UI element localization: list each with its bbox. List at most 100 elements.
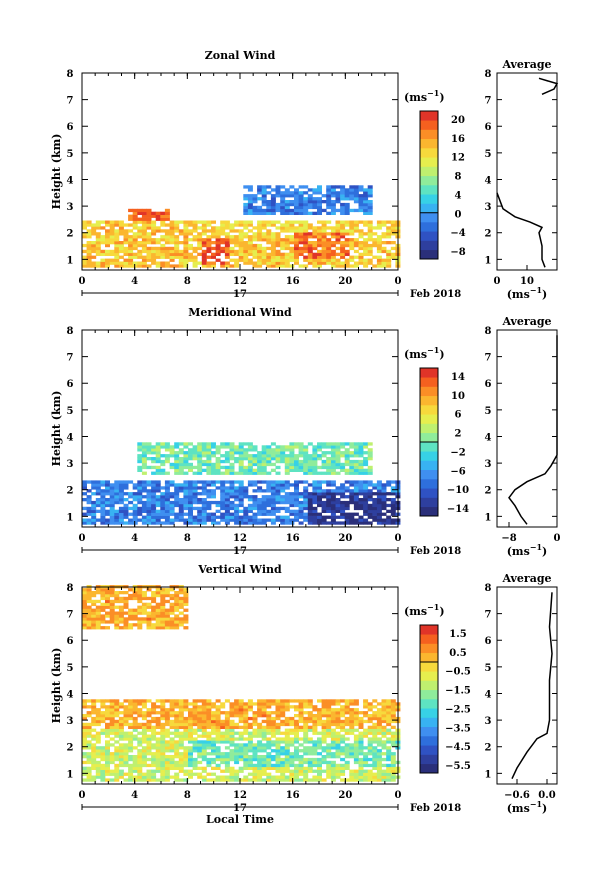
heat-cell bbox=[289, 498, 295, 502]
heat-cell bbox=[95, 591, 101, 595]
heat-cell bbox=[330, 734, 336, 738]
heat-cell bbox=[141, 483, 147, 487]
heat-cell bbox=[284, 258, 290, 262]
heat-cell bbox=[340, 194, 346, 198]
heat-cell bbox=[335, 261, 341, 265]
heat-cell bbox=[289, 509, 295, 513]
heat-cell bbox=[234, 258, 240, 262]
heat-cell bbox=[178, 599, 184, 604]
heat-cell bbox=[280, 480, 286, 484]
heat-cell bbox=[298, 205, 304, 210]
heat-cell bbox=[169, 220, 175, 224]
heat-cell bbox=[353, 506, 359, 511]
heat-cell bbox=[317, 737, 322, 741]
heat-cell bbox=[238, 769, 244, 773]
heat-cell bbox=[353, 223, 359, 227]
heat-cell bbox=[257, 459, 263, 464]
heat-cell bbox=[155, 521, 161, 525]
heat-cell bbox=[160, 255, 166, 259]
heat-cell bbox=[372, 238, 378, 242]
heat-cell bbox=[215, 749, 221, 753]
heat-cell bbox=[266, 518, 272, 522]
heat-cell bbox=[367, 188, 373, 192]
heat-cell bbox=[261, 503, 267, 508]
heat-cell bbox=[303, 468, 309, 472]
heat-cell bbox=[307, 752, 313, 756]
heat-cell bbox=[390, 246, 396, 251]
heat-cell bbox=[252, 480, 258, 484]
heat-cell bbox=[243, 448, 249, 452]
heat-cell bbox=[266, 454, 272, 458]
heat-cell bbox=[261, 246, 267, 251]
heat-cell bbox=[211, 489, 216, 493]
heat-cell bbox=[257, 238, 263, 242]
avg-y-tick-label: 5 bbox=[485, 663, 492, 674]
heat-cell bbox=[280, 699, 286, 703]
heat-cell bbox=[229, 264, 235, 268]
heat-cell bbox=[247, 229, 253, 233]
heat-cell bbox=[215, 734, 221, 738]
heat-cell bbox=[312, 445, 318, 449]
heat-cell bbox=[229, 734, 235, 738]
heat-cell bbox=[197, 728, 203, 732]
heat-cell bbox=[188, 243, 193, 248]
heat-cell bbox=[280, 241, 286, 245]
heat-cell bbox=[321, 769, 327, 773]
heat-cell bbox=[174, 486, 180, 490]
avg-x-tick-label: 0 bbox=[494, 276, 501, 287]
heat-cell bbox=[211, 492, 216, 496]
heat-cell bbox=[224, 471, 230, 475]
heat-cell bbox=[275, 451, 281, 455]
heat-cell bbox=[183, 722, 189, 727]
heat-cell bbox=[151, 261, 157, 265]
heat-cell bbox=[307, 737, 313, 741]
heat-cell bbox=[353, 740, 359, 744]
heat-cell bbox=[123, 617, 129, 621]
heat-cell bbox=[141, 716, 147, 721]
heat-cell bbox=[137, 749, 143, 753]
heat-cell bbox=[317, 772, 322, 776]
heat-cell bbox=[363, 763, 369, 768]
heat-cell bbox=[340, 232, 346, 236]
heat-cell bbox=[340, 486, 346, 490]
heat-cell bbox=[340, 241, 346, 245]
heat-cell bbox=[294, 252, 299, 256]
heat-cell bbox=[349, 749, 355, 753]
colorbar-tick-label: −14 bbox=[447, 504, 469, 515]
heat-cell bbox=[284, 763, 290, 768]
colorbar-tick-label: 0.5 bbox=[449, 648, 466, 659]
heat-cell bbox=[100, 746, 106, 750]
avg-y-tick-label: 7 bbox=[485, 353, 492, 364]
heat-cell bbox=[174, 238, 180, 242]
heat-cell bbox=[183, 725, 189, 729]
heat-cell bbox=[252, 719, 258, 724]
heat-cell bbox=[137, 623, 143, 627]
y-tick-label: 8 bbox=[67, 583, 74, 594]
heat-cell bbox=[280, 752, 286, 756]
heat-cell bbox=[390, 719, 396, 724]
heat-cell bbox=[229, 246, 235, 251]
heat-cell bbox=[289, 775, 295, 779]
heat-cell bbox=[294, 261, 299, 265]
heat-cell bbox=[326, 503, 332, 508]
heat-cell bbox=[160, 716, 166, 721]
heat-cell bbox=[174, 763, 180, 768]
heat-cell bbox=[114, 708, 120, 712]
heat-cell bbox=[372, 778, 378, 782]
heat-cell bbox=[312, 235, 318, 239]
heat-cell bbox=[289, 223, 295, 227]
heat-cell bbox=[330, 512, 336, 516]
heat-cell bbox=[146, 442, 152, 446]
heat-cell bbox=[109, 593, 115, 598]
heat-cell bbox=[188, 498, 193, 502]
heat-cell bbox=[215, 229, 221, 233]
heat-cell bbox=[307, 521, 313, 525]
heat-cell bbox=[132, 246, 138, 251]
heat-cell bbox=[317, 249, 322, 254]
heat-cell bbox=[353, 249, 359, 254]
heat-cell bbox=[169, 588, 175, 592]
heat-cell bbox=[330, 264, 336, 268]
heat-cell bbox=[105, 705, 110, 709]
heat-cell bbox=[358, 749, 364, 753]
heat-cell bbox=[114, 763, 120, 768]
